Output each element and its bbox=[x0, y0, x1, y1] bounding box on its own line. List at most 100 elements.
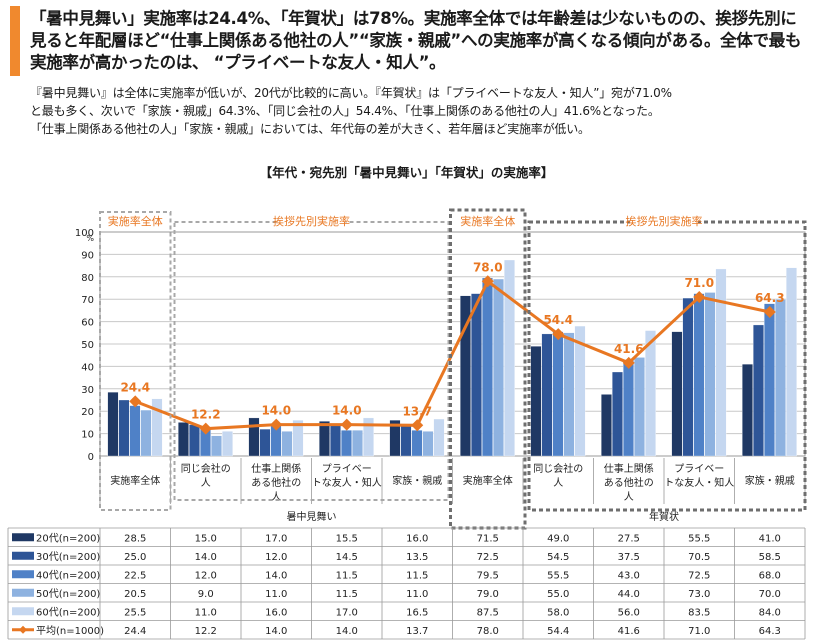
bar bbox=[107, 392, 119, 457]
bar bbox=[400, 425, 412, 457]
bar bbox=[389, 420, 401, 457]
table-cell: 43.0 bbox=[618, 570, 640, 581]
table-cell: 84.0 bbox=[759, 607, 781, 618]
bar bbox=[671, 331, 683, 457]
category-label: ある他社の bbox=[251, 476, 301, 489]
bar bbox=[352, 430, 363, 457]
legend-swatch bbox=[12, 533, 34, 542]
headline-accent-bar bbox=[10, 6, 20, 76]
bar bbox=[612, 371, 623, 457]
bar bbox=[129, 405, 141, 457]
average-marker bbox=[270, 418, 283, 431]
table-cell: 14.0 bbox=[336, 626, 358, 637]
y-unit-label: % bbox=[86, 234, 94, 243]
bar bbox=[504, 259, 515, 457]
bar bbox=[433, 418, 445, 457]
bar bbox=[248, 417, 260, 457]
bar bbox=[281, 431, 293, 457]
average-value-label: 54.4 bbox=[543, 313, 573, 327]
average-value-label: 14.0 bbox=[332, 404, 362, 418]
bar bbox=[422, 431, 434, 457]
table-cell: 55.5 bbox=[688, 533, 710, 544]
y-tick-label: 70 bbox=[81, 295, 94, 306]
bar bbox=[715, 268, 727, 457]
y-tick-label: 60 bbox=[81, 318, 94, 329]
bar bbox=[151, 398, 163, 457]
y-tick-label: 20 bbox=[81, 407, 94, 418]
average-marker bbox=[552, 328, 565, 341]
table-cell: 11.5 bbox=[406, 570, 428, 581]
legend-label: 40代(n=200) bbox=[36, 569, 100, 581]
table-cell: 13.5 bbox=[406, 552, 428, 563]
bar bbox=[411, 430, 423, 457]
category-label: プライベー bbox=[674, 463, 724, 475]
legend-swatch bbox=[12, 588, 34, 597]
table-cell: 12.0 bbox=[195, 570, 217, 581]
bar bbox=[140, 409, 152, 457]
bar bbox=[319, 421, 330, 457]
headline-box: 「暑中見舞い」実施率は24.4%、「年賀状」は78%。実施率全体では年齢差は少な… bbox=[10, 6, 805, 76]
bar bbox=[601, 394, 612, 457]
section-header-bg bbox=[453, 213, 522, 229]
bar bbox=[482, 277, 493, 457]
section-header: 実施率全体 bbox=[108, 214, 163, 228]
table-cell: 28.5 bbox=[124, 533, 146, 544]
bar bbox=[222, 431, 233, 457]
bar bbox=[552, 331, 564, 457]
y-tick-label: 100 bbox=[75, 228, 94, 239]
average-value-label: 41.6 bbox=[614, 342, 644, 356]
table-cell: 11.0 bbox=[406, 589, 428, 600]
category-label: 家族・親戚 bbox=[745, 474, 795, 487]
category-label: プライベー bbox=[322, 463, 372, 475]
section-box bbox=[99, 211, 172, 511]
table-cell: 54.4 bbox=[547, 626, 569, 637]
table-cell: 71.0 bbox=[688, 626, 710, 637]
bar bbox=[693, 293, 705, 457]
y-tick-label: 90 bbox=[81, 250, 94, 261]
table-cell: 87.5 bbox=[477, 607, 499, 618]
bar bbox=[623, 359, 634, 457]
section-header-bg bbox=[630, 213, 698, 229]
table-cell: 13.7 bbox=[406, 626, 428, 637]
bar bbox=[341, 430, 352, 457]
average-value-label: 13.7 bbox=[402, 404, 432, 418]
average-marker bbox=[763, 305, 776, 318]
table-cell: 68.0 bbox=[759, 570, 781, 581]
bar bbox=[259, 428, 271, 457]
category-label: 実施率全体 bbox=[463, 474, 513, 487]
section-header: 挨拶先別実施率 bbox=[626, 214, 703, 228]
table-cell: 79.5 bbox=[477, 570, 499, 581]
section-header-bg bbox=[101, 213, 170, 229]
average-marker bbox=[622, 356, 635, 369]
table-cell: 12.0 bbox=[265, 552, 287, 563]
bar bbox=[742, 364, 753, 457]
table-cell: 16.0 bbox=[406, 533, 428, 544]
table-cell: 37.5 bbox=[618, 552, 640, 563]
y-tick-label: 10 bbox=[81, 430, 94, 441]
summary-line: 『暑中見舞い』は全体に実施率が低いが、20代が比較的に高い。『年賀状』は「プライ… bbox=[30, 86, 672, 100]
average-marker bbox=[129, 395, 142, 408]
table-cell: 16.5 bbox=[406, 607, 428, 618]
table-cell: 24.4 bbox=[124, 626, 146, 637]
category-label: 仕事上関係 bbox=[251, 462, 301, 475]
group-label: 年賀状 bbox=[649, 510, 679, 523]
legend-marker bbox=[19, 625, 27, 634]
table-cell: 27.5 bbox=[618, 533, 640, 544]
bar bbox=[563, 332, 575, 457]
table-cell: 12.2 bbox=[195, 626, 217, 637]
legend-label: 平均(n=1000) bbox=[36, 625, 104, 637]
average-marker bbox=[199, 422, 212, 435]
section-header: 実施率全体 bbox=[460, 214, 515, 228]
table-cell: 15.5 bbox=[336, 533, 358, 544]
table-cell: 56.0 bbox=[618, 607, 640, 618]
table-cell: 55.5 bbox=[547, 570, 569, 581]
average-line bbox=[134, 278, 771, 431]
bar bbox=[753, 324, 764, 457]
table-cell: 41.6 bbox=[618, 626, 640, 637]
bar bbox=[118, 399, 130, 457]
table-cell: 49.0 bbox=[547, 533, 569, 544]
table-cell: 11.0 bbox=[265, 589, 287, 600]
average-marker bbox=[693, 290, 706, 303]
bar bbox=[704, 292, 716, 457]
legend-swatch bbox=[12, 607, 34, 616]
